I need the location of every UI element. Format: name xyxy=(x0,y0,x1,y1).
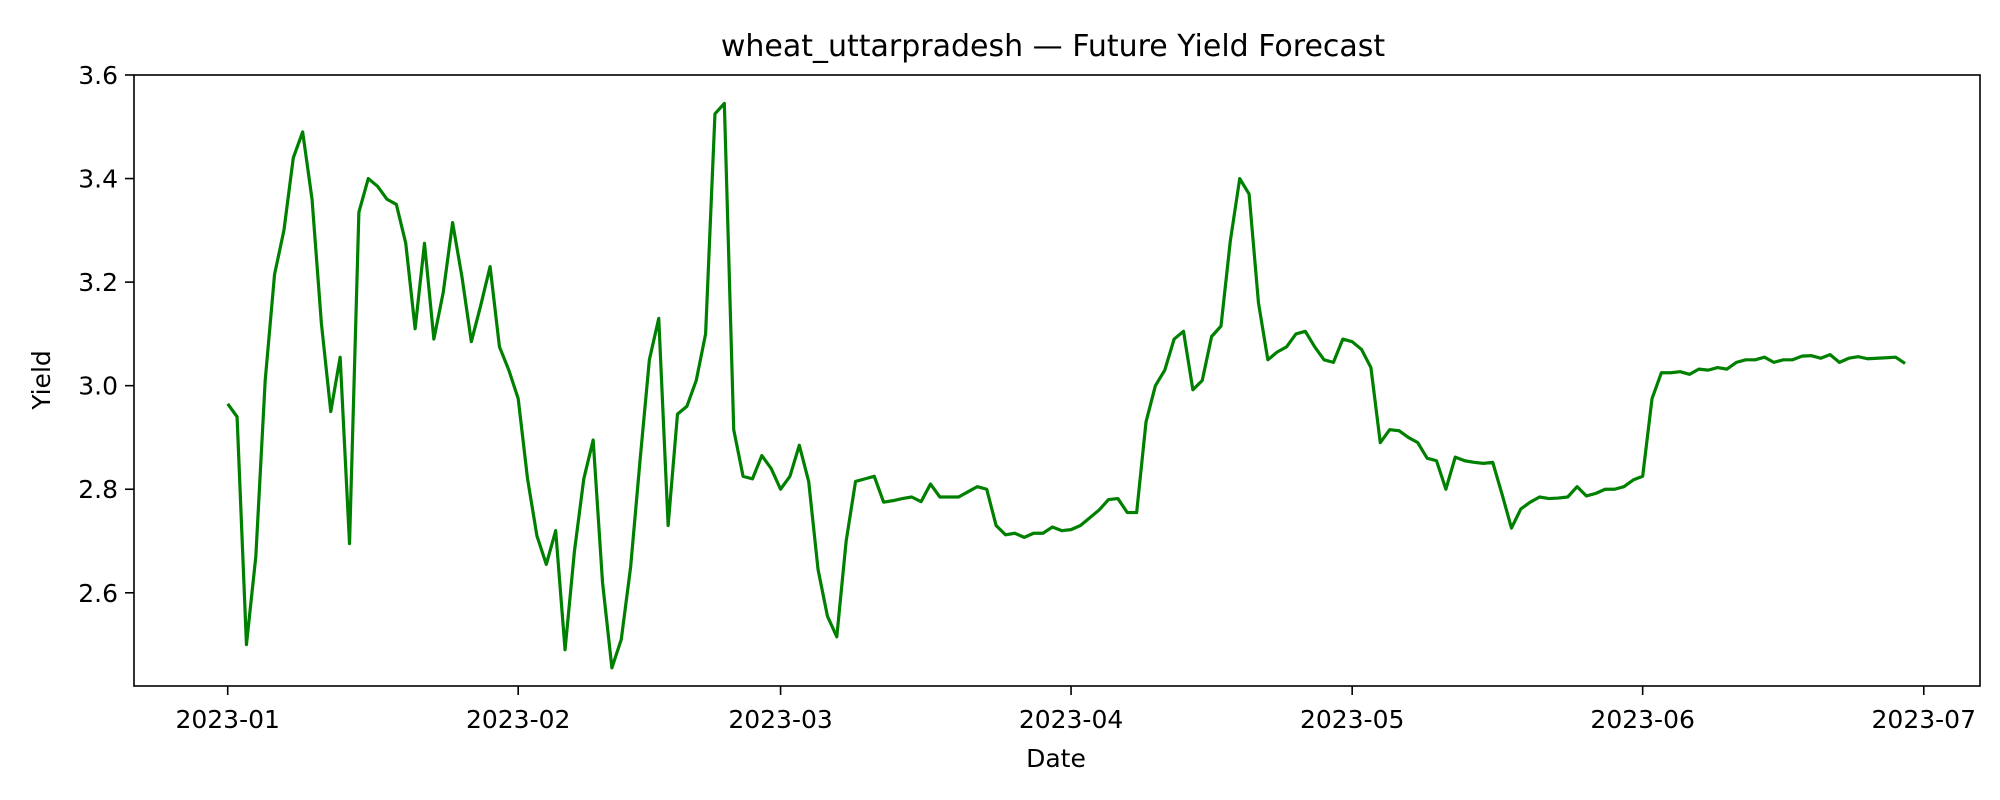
x-tick-label: 2023-04 xyxy=(1019,705,1123,734)
y-axis: 2.6 2.8 3.0 3.2 3.4 3.6 xyxy=(78,61,134,608)
x-tick-label: 2023-06 xyxy=(1590,705,1694,734)
series-layer xyxy=(226,101,1906,670)
plot-area-frame xyxy=(133,74,1981,687)
y-tick-label: 3.6 xyxy=(78,61,118,90)
y-tick-label: 3.0 xyxy=(78,372,118,401)
series-line-0 xyxy=(226,101,1906,670)
x-tick-label: 2023-05 xyxy=(1300,705,1404,734)
x-axis: 2023-01 2023-02 2023-03 2023-04 2023-05 2023-… xyxy=(175,686,1976,734)
chart-title: wheat_uttarpradesh — Future Yield Foreca… xyxy=(721,29,1386,64)
y-tick-label: 2.8 xyxy=(78,475,118,504)
x-tick-label: 2023-07 xyxy=(1872,705,1976,734)
x-tick-label: 2023-03 xyxy=(728,705,832,734)
y-tick-label: 2.6 xyxy=(78,579,118,608)
x-tick-label: 2023-01 xyxy=(175,705,279,734)
y-tick-label: 3.4 xyxy=(78,165,118,194)
y-axis-label: Yield xyxy=(27,350,56,411)
x-axis-label: Date xyxy=(1026,744,1086,773)
x-tick-label: 2023-02 xyxy=(466,705,570,734)
y-tick-label: 3.2 xyxy=(78,268,118,297)
